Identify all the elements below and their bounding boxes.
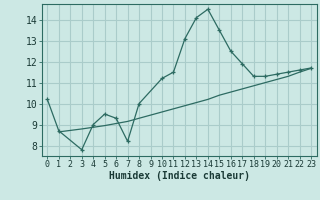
X-axis label: Humidex (Indice chaleur): Humidex (Indice chaleur) (109, 171, 250, 181)
